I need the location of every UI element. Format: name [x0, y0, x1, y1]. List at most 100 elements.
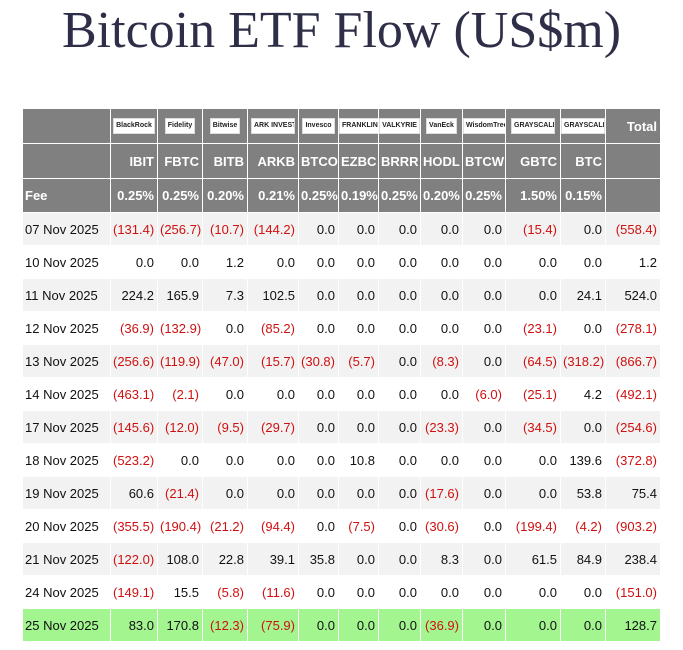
- flow: (463.1): [110, 377, 158, 411]
- flow: 0.0: [338, 476, 379, 510]
- total-flow: (866.7): [605, 344, 661, 378]
- flow: 0.0: [505, 476, 561, 510]
- flow: 0.0: [378, 245, 421, 279]
- flow: (119.9): [157, 344, 203, 378]
- fund-logo: Bitwise: [209, 118, 241, 135]
- flow: (122.0): [110, 542, 158, 576]
- flow: (256.6): [110, 344, 158, 378]
- flow: (149.1): [110, 575, 158, 609]
- date: 10 Nov 2025: [22, 245, 111, 279]
- logo-row: BlackRock Fidelity Bitwise ARK INVEST Invesc…: [22, 108, 661, 144]
- flow: 0.0: [420, 212, 463, 246]
- flow: (132.9): [157, 311, 203, 345]
- flow: 0.0: [338, 245, 379, 279]
- flow: 0.0: [202, 443, 248, 477]
- flow: (318.2): [560, 344, 606, 378]
- date: 18 Nov 2025: [22, 443, 111, 477]
- fund-logo: Fidelity: [164, 118, 196, 135]
- logo-cell: Fidelity: [157, 108, 203, 144]
- flow: 0.0: [378, 410, 421, 444]
- flow: (4.2): [560, 509, 606, 543]
- fund-logo: Invesco: [302, 118, 335, 135]
- date: 25 Nov 2025: [22, 608, 111, 642]
- flow: 35.8: [298, 542, 339, 576]
- flow: 24.1: [560, 278, 606, 312]
- header-cell: [22, 143, 111, 179]
- flow: 0.0: [378, 311, 421, 345]
- ticker: GBTC: [505, 143, 561, 179]
- flow: 0.0: [462, 278, 506, 312]
- flow: 224.2: [110, 278, 158, 312]
- flow: 0.0: [505, 278, 561, 312]
- flow: 4.2: [560, 377, 606, 411]
- date: 11 Nov 2025: [22, 278, 111, 312]
- flow: 0.0: [420, 245, 463, 279]
- flow: 0.0: [378, 509, 421, 543]
- flow: 0.0: [560, 311, 606, 345]
- flow: 0.0: [420, 575, 463, 609]
- flow: (10.7): [202, 212, 248, 246]
- flow: 53.8: [560, 476, 606, 510]
- flow: 0.0: [202, 311, 248, 345]
- date: 24 Nov 2025: [22, 575, 111, 609]
- fee: 0.20%: [202, 178, 248, 213]
- fund-logo: ARK INVEST: [251, 118, 295, 135]
- flow: (21.4): [157, 476, 203, 510]
- fee: 0.25%: [157, 178, 203, 213]
- total-flow: 1.2: [605, 245, 661, 279]
- flow: 0.0: [462, 443, 506, 477]
- flow: 8.3: [420, 542, 463, 576]
- flow: (355.5): [110, 509, 158, 543]
- flow: (131.4): [110, 212, 158, 246]
- flow: (23.3): [420, 410, 463, 444]
- flow: (23.1): [505, 311, 561, 345]
- flow: 0.0: [202, 476, 248, 510]
- flow: 0.0: [462, 608, 506, 642]
- fund-logo: GRAYSCALE: [511, 118, 555, 135]
- fee: 0.20%: [420, 178, 463, 213]
- total-flow: 238.4: [605, 542, 661, 576]
- flow: 0.0: [378, 575, 421, 609]
- flow: (5.7): [338, 344, 379, 378]
- ticker: EZBC: [338, 143, 379, 179]
- flow: (30.6): [420, 509, 463, 543]
- date: 19 Nov 2025: [22, 476, 111, 510]
- flow: (15.7): [247, 344, 299, 378]
- total-flow: 75.4: [605, 476, 661, 510]
- fee: 0.15%: [560, 178, 606, 213]
- flow: (6.0): [462, 377, 506, 411]
- flow: 0.0: [462, 509, 506, 543]
- flow: 0.0: [462, 245, 506, 279]
- flow: 0.0: [298, 476, 339, 510]
- flow: 0.0: [247, 443, 299, 477]
- flow: 165.9: [157, 278, 203, 312]
- total-flow: 128.7: [605, 608, 661, 642]
- flow: 0.0: [560, 575, 606, 609]
- date: 13 Nov 2025: [22, 344, 111, 378]
- flow: 0.0: [157, 245, 203, 279]
- flow-row: 25 Nov 2025 83.0 170.8 (12.3) (75.9) 0.0 0.0 0.…: [22, 608, 661, 642]
- flow: (25.1): [505, 377, 561, 411]
- ticker: BTCW: [462, 143, 506, 179]
- total-flow: (903.2): [605, 509, 661, 543]
- total-flow: (558.4): [605, 212, 661, 246]
- total-flow: (151.0): [605, 575, 661, 609]
- flow: (523.2): [110, 443, 158, 477]
- flow: 0.0: [298, 443, 339, 477]
- flow: 7.3: [202, 278, 248, 312]
- flow: 0.0: [462, 575, 506, 609]
- flow-row: 14 Nov 2025 (463.1) (2.1) 0.0 0.0 0.0 0.0 0.0 0.…: [22, 377, 661, 411]
- flow: 0.0: [298, 311, 339, 345]
- total-flow: 524.0: [605, 278, 661, 312]
- logo-cell: VALKYRIE: [378, 108, 421, 144]
- flow-table: BlackRock Fidelity Bitwise ARK INVEST Invesc…: [22, 108, 661, 642]
- title: Bitcoin ETF Flow (US$m): [61, 2, 622, 59]
- fund-logo: FRANKLIN TEMPLETON: [339, 118, 378, 135]
- flow: (15.4): [505, 212, 561, 246]
- flow: 0.0: [378, 542, 421, 576]
- flow: (11.6): [247, 575, 299, 609]
- flow: (21.2): [202, 509, 248, 543]
- flow: (9.5): [202, 410, 248, 444]
